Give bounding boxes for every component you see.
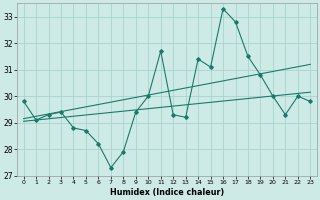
X-axis label: Humidex (Indice chaleur): Humidex (Indice chaleur) <box>110 188 224 197</box>
